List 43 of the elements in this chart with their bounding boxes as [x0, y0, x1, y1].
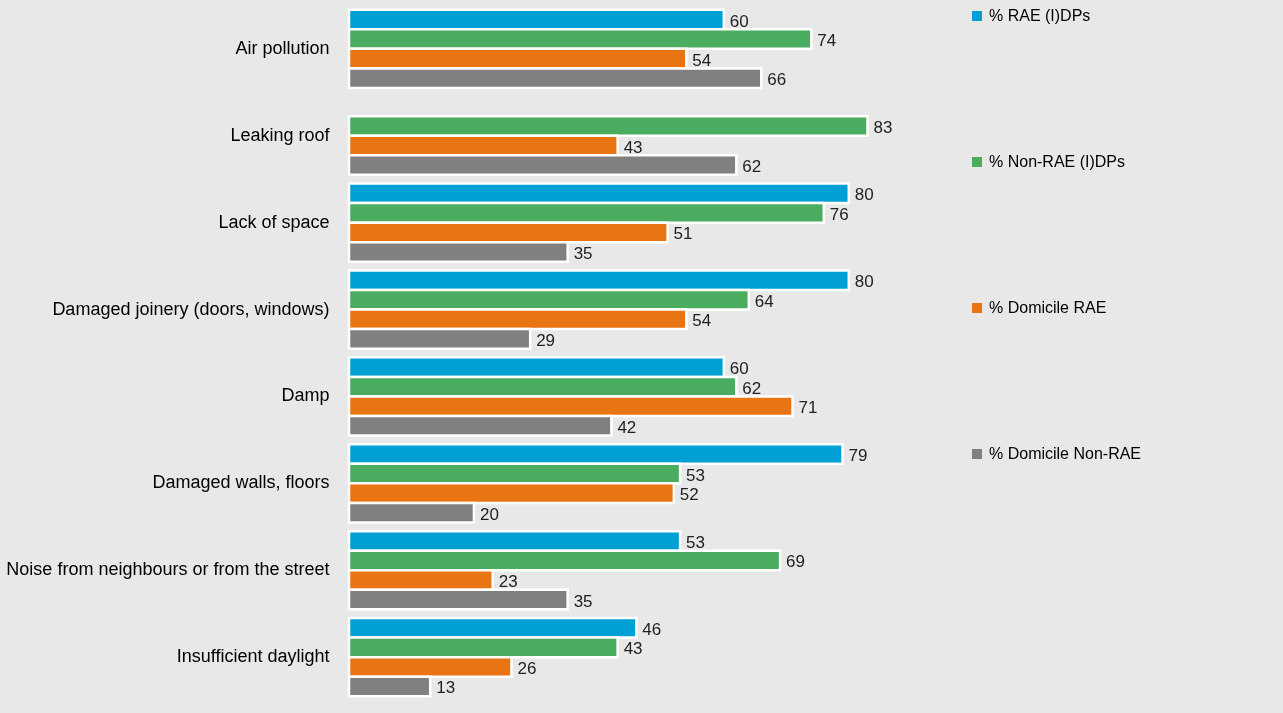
data-label: 53: [686, 532, 706, 552]
data-label: 20: [479, 504, 499, 524]
y-tick-label: Damaged walls, floors: [152, 472, 330, 493]
y-tick-label: Lack of space: [218, 211, 330, 232]
data-label: 46: [642, 619, 662, 639]
legend-label: % Domicile Non-RAE: [989, 445, 1142, 462]
y-tick-label: Air pollution: [235, 37, 330, 58]
legend-label: % RAE (I)DPs: [989, 7, 1091, 24]
data-label: 71: [798, 398, 818, 418]
data-label: 62: [742, 157, 762, 177]
y-tick-label: Damp: [281, 385, 330, 406]
data-label: 54: [692, 311, 712, 331]
data-label: 60: [729, 11, 749, 31]
data-label: 60: [729, 359, 749, 379]
data-label: 43: [623, 639, 643, 659]
data-label: 80: [854, 185, 874, 205]
data-label: 62: [742, 378, 762, 398]
data-label: 23: [498, 572, 518, 592]
data-label: 52: [679, 485, 699, 505]
data-label: 66: [767, 70, 787, 90]
data-label: 64: [754, 291, 774, 311]
legend-label: % Non-RAE (I)DPs: [989, 153, 1126, 170]
data-label: 74: [817, 31, 837, 51]
data-label: 79: [848, 446, 868, 466]
data-label: 43: [623, 137, 643, 157]
data-label: 76: [829, 204, 849, 224]
data-label: 42: [617, 417, 637, 437]
data-label: 83: [873, 117, 893, 137]
data-label: 26: [517, 658, 537, 678]
y-tick-label: Noise from neighbours or from the street: [6, 559, 330, 580]
data-label: 51: [673, 224, 693, 244]
y-tick-label: Damaged joinery (doors, windows): [52, 298, 330, 319]
data-label: 80: [854, 272, 874, 292]
data-label: 54: [692, 50, 712, 70]
data-label: 35: [573, 591, 593, 611]
data-label: 29: [536, 330, 556, 350]
legend-label: % Domicile RAE: [989, 299, 1107, 316]
y-tick-label: Insufficient daylight: [176, 646, 330, 667]
data-label: 53: [686, 465, 706, 485]
y-tick-label: Leaking roof: [230, 124, 331, 145]
data-label: 13: [436, 678, 456, 698]
data-label: 35: [573, 243, 593, 263]
data-label: 69: [786, 552, 805, 572]
